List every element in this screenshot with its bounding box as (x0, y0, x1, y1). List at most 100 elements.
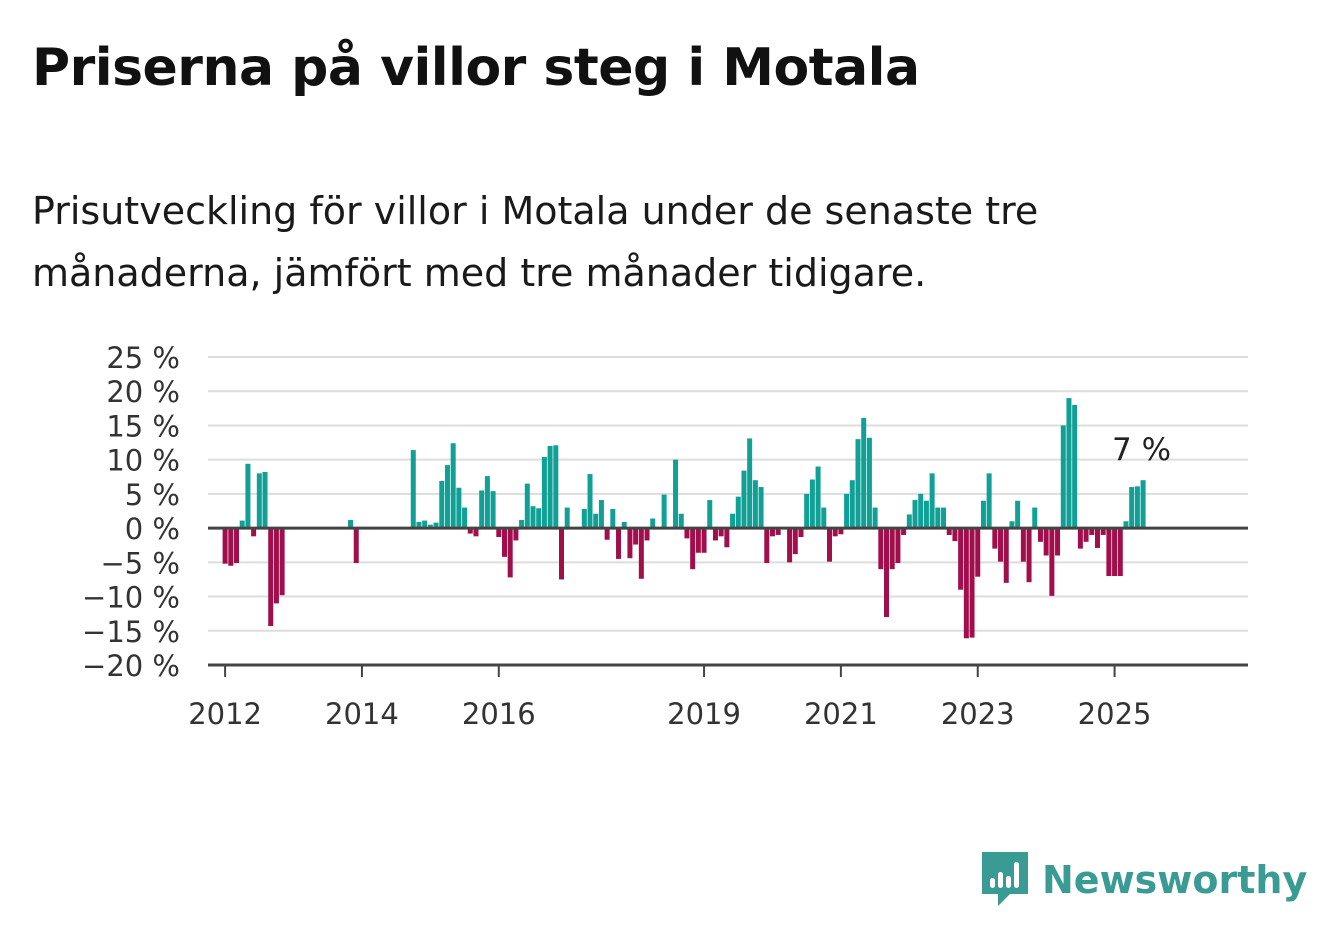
bar (1049, 528, 1055, 596)
x-tick-label: 2023 (941, 697, 1015, 731)
bar (268, 528, 274, 626)
bar (467, 528, 473, 534)
bar (952, 528, 958, 542)
bar (484, 476, 490, 529)
bar (616, 528, 622, 559)
bar (958, 528, 964, 590)
bar-series (222, 398, 1146, 639)
bar (587, 474, 593, 529)
bar (792, 528, 798, 555)
bar (678, 513, 684, 529)
bar (1055, 528, 1061, 556)
y-tick-label: −10 % (82, 581, 180, 615)
bar-chart: 25 %20 %15 %10 %5 %0 %−5 %−10 %−15 %−20 … (82, 341, 1248, 731)
bar (730, 513, 736, 529)
x-tick-label: 2019 (667, 697, 741, 731)
bar (1094, 528, 1100, 548)
bar (456, 487, 462, 529)
bar (581, 508, 587, 529)
bar (798, 528, 804, 538)
bar (536, 508, 542, 529)
bar (684, 528, 690, 539)
bar (866, 437, 872, 529)
bar (701, 528, 707, 553)
bar (986, 473, 992, 529)
bar (804, 493, 810, 529)
bar (621, 521, 627, 529)
bar (1134, 486, 1140, 529)
newsworthy-logo-icon (982, 852, 1028, 906)
bar (1032, 507, 1038, 529)
bar (712, 528, 718, 541)
bar (593, 513, 599, 529)
bar (519, 519, 525, 529)
bar (462, 507, 468, 529)
bar (838, 528, 844, 535)
bar (992, 528, 998, 549)
x-tick-label: 2025 (1078, 697, 1152, 731)
x-tick-label: 2021 (804, 697, 878, 731)
y-axis: 25 %20 %15 %10 %5 %0 %−5 %−10 %−15 %−20 … (82, 341, 180, 683)
bar (758, 487, 764, 529)
bar (747, 438, 753, 529)
bar (764, 528, 770, 564)
bar (627, 528, 633, 559)
bar (1100, 528, 1106, 535)
bar (895, 528, 901, 564)
bar (1129, 487, 1135, 529)
bar (752, 480, 758, 529)
bar (644, 528, 650, 541)
bar (673, 459, 679, 529)
brand-logo: Newsworthy (980, 850, 1307, 910)
bar (998, 528, 1004, 562)
bar (650, 518, 656, 529)
y-tick-label: 25 % (106, 341, 180, 375)
y-tick-label: 5 % (125, 478, 180, 512)
bar (690, 528, 696, 570)
bar (1140, 480, 1146, 529)
bar (239, 520, 245, 529)
bar (279, 528, 285, 596)
bar (975, 528, 981, 577)
x-tick-label: 2014 (325, 697, 399, 731)
x-axis: 2012 2014 2016 2019 2021 2023 2025 (188, 526, 1248, 731)
bar (1020, 528, 1026, 562)
bar (923, 500, 929, 529)
bar (889, 528, 895, 570)
bar (844, 493, 850, 529)
bar (222, 528, 228, 564)
bar (1003, 528, 1009, 583)
bar (604, 528, 610, 540)
bar (1123, 521, 1129, 529)
bar (855, 439, 861, 529)
bar (348, 519, 354, 529)
y-tick-label: 15 % (106, 409, 180, 443)
x-tick-label: 2016 (462, 697, 536, 731)
bar (918, 493, 924, 529)
bar (775, 528, 781, 535)
bar (439, 480, 445, 529)
bar (815, 466, 821, 529)
bar (707, 500, 713, 529)
bar (1089, 528, 1095, 535)
bar (524, 483, 530, 529)
y-tick-label: 10 % (106, 444, 180, 478)
bar (530, 506, 536, 529)
brand-name: Newsworthy (1042, 858, 1308, 902)
bar (878, 528, 884, 570)
bar (1015, 500, 1021, 529)
bar (1043, 528, 1049, 556)
bar (906, 514, 912, 529)
bar (262, 471, 268, 529)
bar (809, 479, 815, 529)
bar (912, 500, 918, 529)
bar (872, 507, 878, 529)
last-value-annotation: 7 % (1112, 432, 1171, 468)
bar (901, 528, 907, 535)
bar (490, 491, 496, 529)
bar (553, 445, 559, 529)
bar (787, 528, 793, 563)
x-tick-label: 2012 (188, 697, 262, 731)
bar (861, 417, 867, 529)
bar (929, 473, 935, 529)
